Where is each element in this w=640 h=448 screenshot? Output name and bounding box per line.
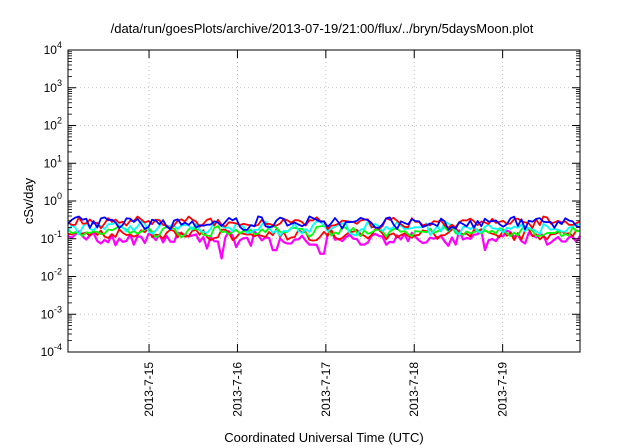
y-tick-label: 10-4 <box>41 342 62 359</box>
y-axis-label: cSv/day <box>21 177 36 224</box>
series-line <box>67 215 581 231</box>
series-line <box>67 220 581 237</box>
chart-title: /data/run/goesPlots/archive/2013-07-19/2… <box>111 21 534 36</box>
x-tick-label: 2013-7-16 <box>230 362 244 417</box>
y-tick-label: 101 <box>44 153 62 170</box>
x-axis-label: Coordinated Universal Time (UTC) <box>224 430 423 445</box>
series-lines <box>67 215 581 260</box>
series-line <box>67 229 581 260</box>
y-tick-labels: 10-4 10-3 10-2 10-1 100 101 102 103 104 <box>41 40 62 359</box>
y-tick-label: 10-1 <box>41 229 62 246</box>
x-tick-labels: 2013-7-15 2013-7-16 2013-7-17 2013-7-18 2013… <box>142 362 510 417</box>
y-tick-label: 104 <box>44 40 62 57</box>
y-tick-label: 100 <box>44 191 62 208</box>
y-tick-label: 10-3 <box>41 304 62 321</box>
x-tick-label: 2013-7-17 <box>319 362 333 417</box>
x-tick-label: 2013-7-19 <box>496 362 510 417</box>
series-line <box>67 227 581 242</box>
y-tick-label: 103 <box>44 78 62 95</box>
axis-ticks <box>68 49 580 353</box>
x-tick-label: 2013-7-15 <box>142 362 156 417</box>
x-tick-label: 2013-7-18 <box>407 362 421 417</box>
y-tick-label: 10-2 <box>41 267 62 284</box>
y-tick-label: 102 <box>44 116 62 133</box>
grid-lines <box>68 50 580 352</box>
